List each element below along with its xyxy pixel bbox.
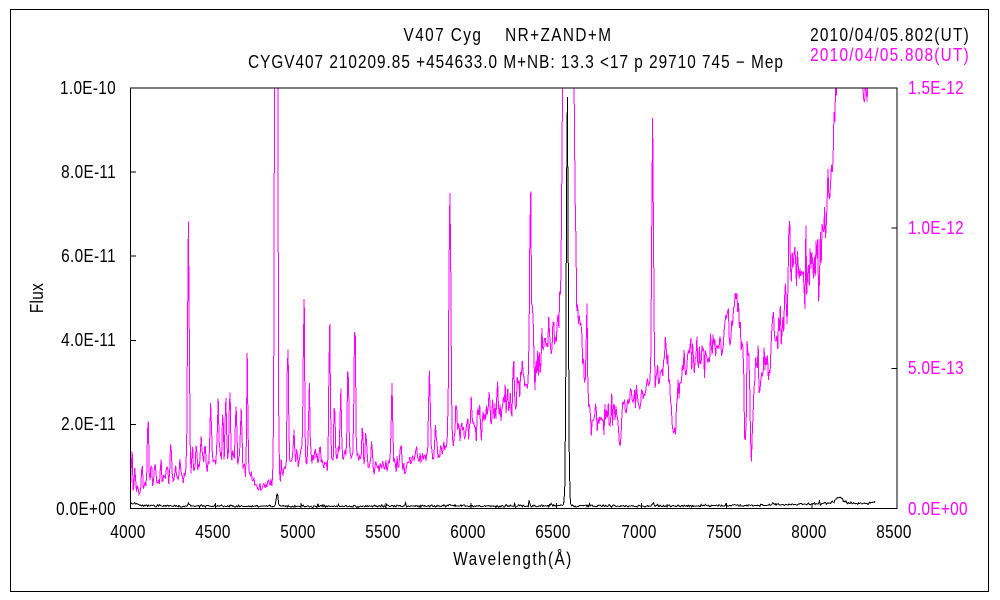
series-magenta-spectrum bbox=[130, 88, 868, 497]
x-tick-label: 4500 bbox=[194, 522, 231, 542]
x-tick-label: 6000 bbox=[450, 522, 486, 542]
y-left-tick-label: 2.0E-11 bbox=[61, 414, 116, 435]
x-tick-label: 8500 bbox=[876, 522, 912, 542]
y-left-tick-label: 1.0E-10 bbox=[60, 78, 116, 98]
series-black-spectrum bbox=[130, 97, 876, 509]
y-axis-title: Flux bbox=[27, 282, 47, 314]
y-right-tick-label: 0.0E+00 bbox=[908, 498, 968, 519]
x-tick-label: 5500 bbox=[365, 522, 401, 542]
y-right-tick-label: 5.0E-13 bbox=[908, 358, 964, 379]
x-tick-label: 5000 bbox=[280, 522, 316, 542]
y-left-tick-label: 8.0E-11 bbox=[61, 162, 116, 183]
x-tick-label: 7500 bbox=[705, 522, 742, 542]
chart-subtitle: CYGV407 210209.85 +454633.0 M+NB: 13.3 <… bbox=[248, 52, 784, 72]
chart-outer-frame bbox=[10, 9, 989, 592]
legend-date-black: 2010/04/05.802(UT) bbox=[810, 25, 970, 45]
y-right-tick-label: 1.0E-12 bbox=[908, 218, 964, 239]
y-left-tick-label: 4.0E-11 bbox=[61, 330, 116, 351]
x-axis-title: Wavelength(Å) bbox=[453, 549, 573, 569]
x-tick-label: 4000 bbox=[109, 522, 146, 542]
x-tick-label: 8000 bbox=[791, 522, 827, 542]
y-left-tick-label: 0.0E+00 bbox=[56, 498, 116, 519]
x-tick-label: 6500 bbox=[535, 522, 572, 542]
y-left-tick-label: 6.0E-11 bbox=[61, 246, 116, 267]
plot-border bbox=[130, 87, 898, 509]
y-right-tick-label: 1.5E-12 bbox=[908, 78, 964, 98]
legend-date-magenta: 2010/04/05.808(UT) bbox=[810, 45, 970, 65]
x-tick-label: 7000 bbox=[620, 522, 657, 542]
axis-ticks bbox=[130, 87, 898, 509]
chart-title: V407 Cyg NR+ZAND+M bbox=[403, 25, 613, 45]
